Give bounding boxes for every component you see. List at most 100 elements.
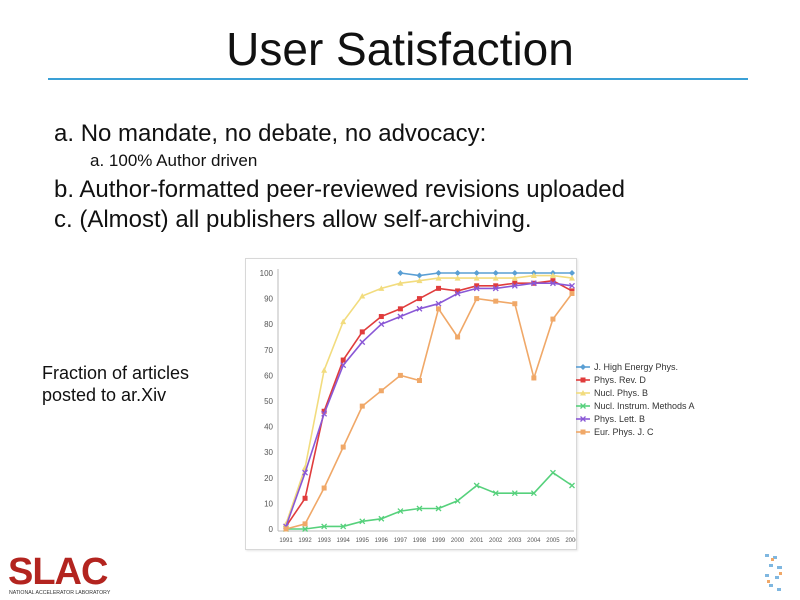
data-point [340, 357, 346, 363]
x-tick-label: 2005 [546, 538, 560, 544]
data-point [473, 285, 480, 292]
x-tick-label: 2004 [527, 538, 541, 544]
legend-label: J. High Energy Phys. [594, 362, 678, 372]
series-line [400, 272, 572, 277]
bullet-text: (Almost) all publishers allow self-archi… [79, 206, 532, 233]
data-point [549, 272, 556, 279]
arxiv-fraction-chart: 0 10 20 30 40 50 60 70 80 90 100 1991 1992 1993 1994 19… [245, 258, 577, 550]
data-point [455, 334, 461, 340]
x-tick-label: 2006 [565, 538, 576, 544]
data-point [530, 272, 537, 279]
series-1 [283, 278, 575, 529]
y-tick-label: 80 [264, 320, 273, 329]
data-point [569, 288, 575, 294]
data-point [473, 270, 480, 276]
data-point [549, 469, 556, 476]
series-0 [397, 270, 575, 279]
data-point [378, 388, 384, 394]
data-point [416, 277, 423, 284]
data-point [530, 280, 537, 287]
y-tick-label: 70 [264, 346, 273, 355]
data-point [378, 515, 385, 522]
bullet-c: c. (Almost) all publishers allow self-ar… [54, 206, 532, 234]
data-point [454, 290, 461, 297]
data-point [492, 285, 499, 292]
data-point [321, 485, 327, 491]
data-point [359, 339, 366, 346]
data-point [569, 290, 575, 296]
legend-marker [580, 390, 586, 396]
data-point [397, 306, 403, 312]
data-point [454, 275, 461, 281]
x-tick-label: 1995 [356, 538, 370, 544]
data-point [550, 316, 556, 322]
data-point [455, 288, 461, 294]
legend-label: Nucl. Instrum. Methods A [594, 401, 695, 411]
x-tick-label: 1992 [298, 538, 312, 544]
data-point [435, 505, 442, 512]
data-point [492, 275, 499, 281]
y-tick-label: 100 [260, 269, 274, 278]
data-point [302, 526, 309, 532]
data-point [454, 270, 461, 276]
data-point [416, 505, 423, 512]
data-point [569, 482, 575, 489]
data-point [302, 495, 308, 501]
data-point [492, 490, 499, 497]
title-underline [48, 78, 748, 80]
bullet-a: a. No mandate, no debate, no advocacy: [54, 120, 486, 148]
y-tick-label: 30 [264, 448, 273, 457]
data-point [359, 293, 366, 299]
data-point [474, 283, 480, 289]
legend-label: Nucl. Phys. B [594, 388, 648, 398]
data-point [569, 275, 575, 281]
chart-caption: Fraction of articles posted to ar.Xiv [42, 362, 189, 406]
x-tick-label: 1996 [375, 538, 389, 544]
data-point [511, 490, 518, 497]
x-tick-label: 2001 [470, 538, 484, 544]
data-point [321, 408, 327, 414]
y-tick-label: 60 [264, 371, 273, 380]
bullet-text: 100% Author driven [108, 151, 258, 170]
data-point [436, 306, 442, 312]
legend-marker [580, 416, 586, 422]
data-point [397, 280, 404, 286]
data-point [511, 270, 518, 276]
data-point [474, 296, 480, 302]
chart-legend: J. High Energy Phys. Phys. Rev. D Nucl. Ph… [576, 362, 695, 437]
x-tick-label: 2000 [451, 538, 465, 544]
x-tick-label: 1999 [432, 538, 446, 544]
x-tick-label: 1991 [279, 538, 293, 544]
data-point [302, 521, 308, 527]
data-point [340, 362, 347, 369]
y-tick-label: 50 [264, 397, 273, 406]
series-3 [283, 469, 575, 532]
data-point [493, 298, 499, 304]
data-point [340, 523, 347, 530]
data-point [397, 270, 404, 276]
legend-label: Phys. Rev. D [594, 375, 646, 385]
data-point [473, 482, 480, 489]
data-point [340, 444, 346, 450]
data-point [530, 490, 537, 497]
x-tick-label: 1998 [413, 538, 427, 544]
legend-marker [580, 377, 586, 383]
bullet-marker: b. [54, 176, 75, 203]
data-point [492, 270, 499, 276]
legend-marker [580, 429, 586, 435]
data-point [340, 318, 347, 325]
series-line [285, 279, 573, 527]
data-point [511, 282, 518, 289]
x-tick-label: 1993 [317, 538, 331, 544]
data-point [359, 403, 365, 409]
data-point [569, 270, 575, 276]
data-point [359, 518, 366, 525]
data-point [512, 301, 518, 307]
data-point [359, 329, 365, 335]
data-point [416, 272, 423, 279]
data-point [378, 314, 384, 320]
bullet-marker: a. [54, 120, 75, 147]
data-point [397, 508, 404, 515]
bullet-text: No mandate, no debate, no advocacy: [80, 120, 487, 147]
data-point [397, 372, 403, 378]
